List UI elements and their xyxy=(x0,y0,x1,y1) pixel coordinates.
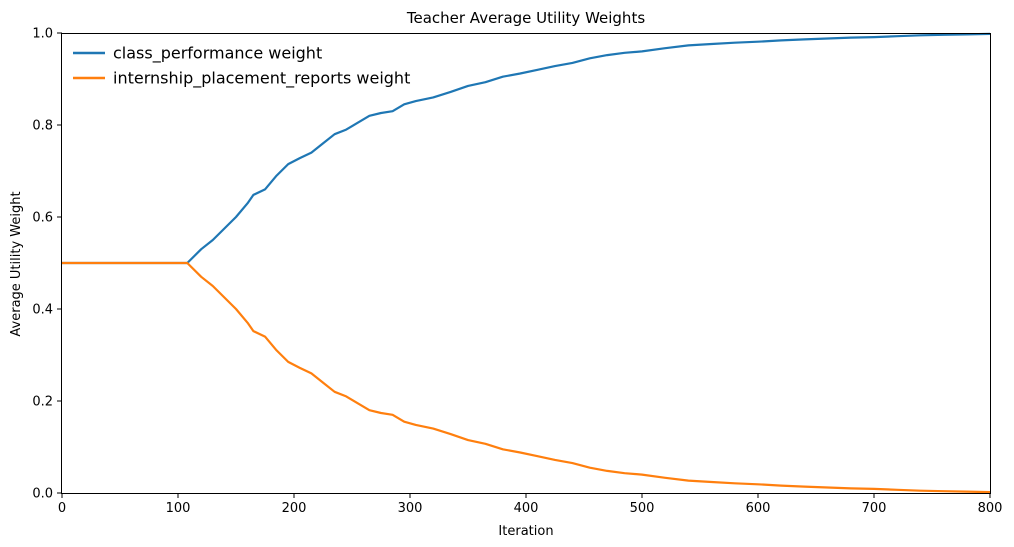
y-tick-label: 0.2 xyxy=(32,395,53,410)
y-tick-label: 0.0 xyxy=(32,487,53,502)
x-tick-label: 800 xyxy=(978,501,1003,516)
x-tick-label: 600 xyxy=(746,501,771,516)
plot-frame xyxy=(61,33,991,494)
x-axis-label: Iteration xyxy=(498,524,553,539)
y-axis-ticks: 0.0 0.2 0.4 0.6 0.8 1.0 xyxy=(32,27,62,502)
legend-label: class_performance weight xyxy=(113,44,322,64)
x-tick-label: 300 xyxy=(398,501,423,516)
x-axis-ticks: 0 100 200 300 400 500 600 700 800 xyxy=(58,493,1003,516)
series-line-2 xyxy=(62,261,991,494)
y-tick-label: 1.0 xyxy=(32,27,53,42)
legend-label: internship_placement_reports weight xyxy=(113,69,410,89)
y-tick-label: 0.8 xyxy=(32,119,53,134)
y-tick-label: 0.6 xyxy=(32,211,53,226)
x-tick-label: 100 xyxy=(166,501,191,516)
legend: class_performance weight internship_place… xyxy=(73,44,410,89)
plot-lines xyxy=(62,32,991,494)
y-tick-label: 0.4 xyxy=(32,303,53,318)
chart-title: Teacher Average Utility Weights xyxy=(406,9,645,27)
x-tick-label: 700 xyxy=(862,501,887,516)
x-tick-label: 400 xyxy=(514,501,539,516)
x-tick-label: 0 xyxy=(58,501,66,516)
series-line-1 xyxy=(62,32,991,265)
x-tick-label: 500 xyxy=(630,501,655,516)
x-tick-label: 200 xyxy=(282,501,307,516)
y-axis-label: Average Utility Weight xyxy=(9,191,24,336)
